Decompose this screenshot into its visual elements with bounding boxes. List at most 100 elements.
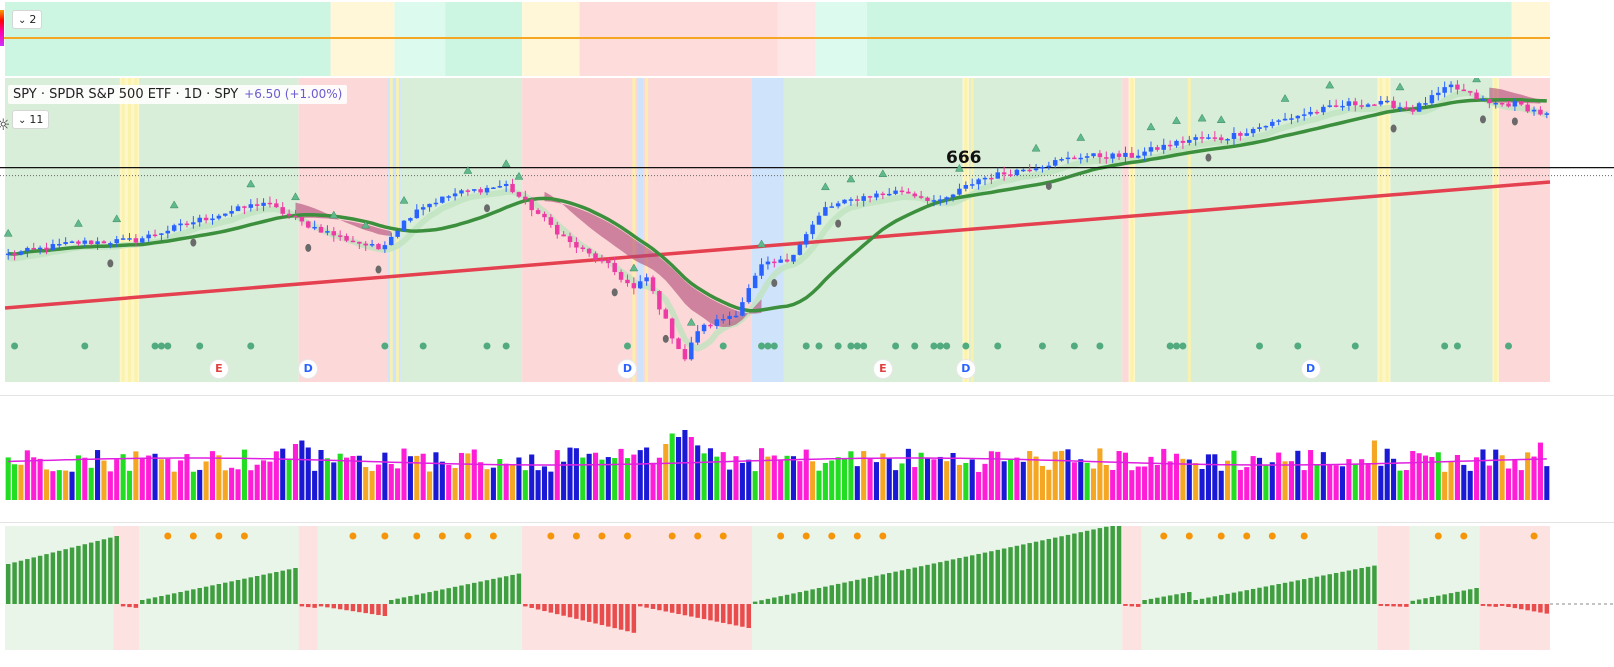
candle-body	[631, 283, 637, 289]
volume-bar	[363, 467, 369, 500]
candle-body	[1455, 84, 1460, 90]
candle-body	[561, 234, 566, 237]
volume-bar	[669, 433, 675, 500]
volume-bar	[1288, 461, 1294, 500]
dividend-marker[interactable]: D	[956, 360, 975, 378]
osc-bar	[586, 604, 592, 622]
osc-bar	[1110, 526, 1115, 604]
buy-triangle	[629, 263, 639, 272]
pivot-dot	[611, 288, 618, 297]
candle-body	[108, 243, 113, 245]
osc-bar	[1391, 604, 1396, 607]
candle-body	[1008, 174, 1013, 176]
volume-bar	[1116, 451, 1122, 500]
volume-bar	[1084, 462, 1090, 500]
volume-bar	[152, 453, 158, 500]
dividend-marker[interactable]: D	[1301, 360, 1320, 378]
volume-bar	[1231, 450, 1237, 500]
pivot-dot	[305, 243, 312, 252]
candle-body	[931, 200, 937, 202]
candle-body	[1480, 99, 1486, 101]
regime-band	[1122, 78, 1129, 382]
candle-body	[1212, 137, 1218, 139]
osc-bar	[1167, 595, 1173, 604]
candle-body	[420, 207, 426, 210]
osc-bar	[216, 584, 222, 604]
candle-body	[376, 244, 381, 250]
osc-bar	[37, 555, 43, 604]
candle-body	[1078, 157, 1083, 160]
osc-bar	[1480, 604, 1486, 606]
chart-legend[interactable]: SPY · SPDR S&P 500 ETF · 1D · SPY +6.50 (…	[8, 85, 348, 104]
dividend-marker[interactable]: D	[618, 360, 637, 378]
pane-separator[interactable]	[0, 522, 1614, 523]
volume-bar	[1205, 454, 1211, 500]
osc-bar	[523, 604, 528, 607]
osc-bar	[657, 604, 662, 611]
volume-bar	[1320, 452, 1326, 500]
candle-body	[57, 243, 62, 246]
sma50-line	[8, 97, 1547, 313]
osc-signal-dot	[1185, 532, 1193, 540]
volume-bar	[63, 470, 69, 500]
earnings-marker[interactable]: E	[209, 360, 228, 378]
osc-signal-dot	[802, 532, 810, 540]
collapse-overlays-button[interactable]: ⌄ 11	[12, 110, 50, 129]
candle-body	[1525, 104, 1530, 112]
volume-bar	[631, 454, 637, 500]
osc-bar	[1116, 526, 1122, 604]
volume-bar	[375, 464, 382, 500]
settings-sun-icon[interactable]: ☼	[0, 115, 11, 134]
volume-bar	[592, 452, 599, 500]
dividend-marker[interactable]: D	[299, 360, 318, 378]
osc-bar	[938, 562, 943, 604]
volume-bar	[950, 452, 956, 500]
candle-body	[784, 259, 790, 262]
osc-bar	[1384, 604, 1390, 607]
osc-bar	[746, 604, 752, 628]
signal-dot	[1351, 342, 1359, 350]
volume-bar	[1186, 459, 1192, 500]
osc-signal-dot	[828, 532, 836, 540]
candle-body	[1250, 128, 1256, 134]
collapse-indicators-button[interactable]: ⌄ 2	[12, 10, 43, 29]
candle-body	[1404, 107, 1409, 109]
volume-bar	[1416, 453, 1422, 500]
osc-bar	[503, 576, 509, 604]
signal-dot	[419, 342, 427, 350]
volume-bar	[982, 463, 988, 500]
earnings-marker[interactable]: E	[873, 360, 892, 378]
osc-signal-dot	[349, 532, 357, 540]
osc-bar	[1378, 604, 1384, 606]
candle-body	[1091, 153, 1096, 157]
candle-body	[146, 234, 151, 239]
candle-body	[542, 213, 547, 218]
volume-bar	[1097, 448, 1103, 500]
volume-bar	[427, 471, 433, 500]
volume-bar	[369, 470, 375, 500]
volume-bar	[69, 471, 75, 500]
osc-bar	[1123, 604, 1128, 606]
candle-body	[1244, 133, 1249, 136]
osc-bar	[612, 604, 617, 629]
volume-bar	[209, 451, 216, 500]
price-chart-svg	[0, 78, 1614, 382]
candle-body	[1378, 101, 1384, 105]
candle-body	[861, 196, 866, 201]
volume-bar	[452, 467, 458, 500]
osc-bar	[203, 586, 209, 604]
osc-bar	[1148, 598, 1154, 604]
volume-bar	[969, 459, 975, 500]
volume-bar	[529, 454, 535, 500]
volume-bar	[1033, 456, 1039, 500]
candle-body	[408, 218, 413, 221]
signal-dot	[758, 342, 766, 350]
volume-bar	[650, 462, 656, 500]
pane-separator[interactable]	[0, 395, 1614, 396]
volume-bar	[395, 468, 401, 500]
volume-bar	[1039, 465, 1046, 500]
osc-bar	[1365, 566, 1371, 604]
osc-bar	[599, 604, 605, 626]
candle-body	[957, 188, 962, 195]
volume-bar	[612, 458, 618, 500]
